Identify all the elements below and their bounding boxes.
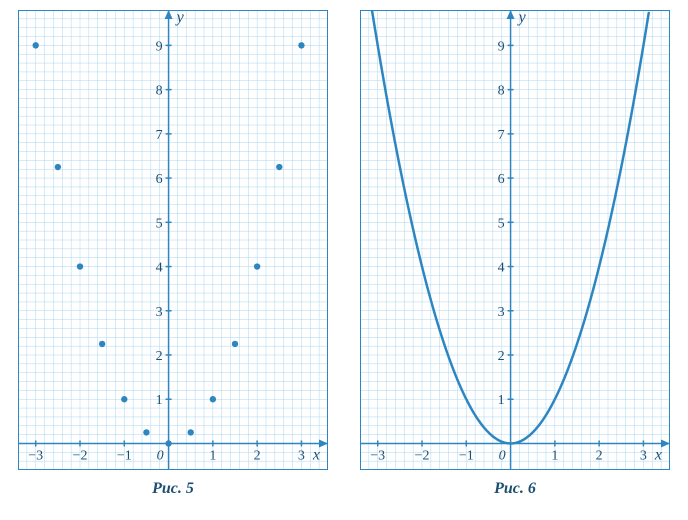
svg-text:3: 3 [498, 305, 505, 320]
svg-text:−2: −2 [415, 448, 430, 463]
left-chart-panel: −3 −2 −1 1 2 3 1 2 3 4 5 6 7 8 9 0 x y [18, 10, 328, 470]
svg-text:−2: −2 [73, 448, 88, 463]
svg-text:x: x [312, 446, 320, 463]
svg-text:−1: −1 [459, 448, 474, 463]
svg-text:−3: −3 [28, 448, 43, 463]
svg-text:1: 1 [156, 393, 163, 408]
right-chart-panel: −3 −2 −1 1 2 3 1 2 3 4 5 6 7 8 9 0 x y [360, 10, 670, 470]
svg-text:y: y [517, 10, 527, 26]
svg-text:8: 8 [498, 84, 505, 99]
svg-text:4: 4 [498, 261, 505, 276]
line-chart: −3 −2 −1 1 2 3 1 2 3 4 5 6 7 8 9 0 x y [360, 10, 670, 470]
svg-text:1: 1 [498, 393, 505, 408]
svg-text:1: 1 [209, 448, 216, 463]
right-caption: Рис. 6 [360, 480, 670, 498]
svg-text:2: 2 [156, 349, 163, 364]
scatter-chart: −3 −2 −1 1 2 3 1 2 3 4 5 6 7 8 9 0 x y [18, 10, 328, 470]
svg-text:3: 3 [156, 305, 163, 320]
svg-text:6: 6 [498, 172, 505, 187]
svg-text:4: 4 [156, 261, 163, 276]
svg-text:7: 7 [498, 128, 505, 143]
left-caption: Рис. 5 [18, 480, 328, 498]
svg-text:8: 8 [156, 84, 163, 99]
svg-text:9: 9 [156, 39, 163, 54]
svg-text:0: 0 [499, 448, 506, 463]
svg-text:5: 5 [498, 216, 505, 231]
svg-text:0: 0 [157, 448, 164, 463]
svg-text:9: 9 [498, 39, 505, 54]
svg-text:3: 3 [298, 448, 305, 463]
svg-text:2: 2 [498, 349, 505, 364]
svg-text:−3: −3 [370, 448, 385, 463]
svg-text:6: 6 [156, 172, 163, 187]
svg-text:7: 7 [156, 128, 163, 143]
figure-container: { "colors": { "grid_minor": "#aed6f1", "… [0, 0, 688, 520]
svg-text:−1: −1 [117, 448, 132, 463]
svg-text:3: 3 [640, 448, 647, 463]
svg-text:y: y [175, 10, 185, 26]
svg-text:2: 2 [254, 448, 261, 463]
svg-text:1: 1 [551, 448, 558, 463]
svg-text:2: 2 [596, 448, 603, 463]
svg-text:x: x [654, 446, 662, 463]
svg-text:5: 5 [156, 216, 163, 231]
